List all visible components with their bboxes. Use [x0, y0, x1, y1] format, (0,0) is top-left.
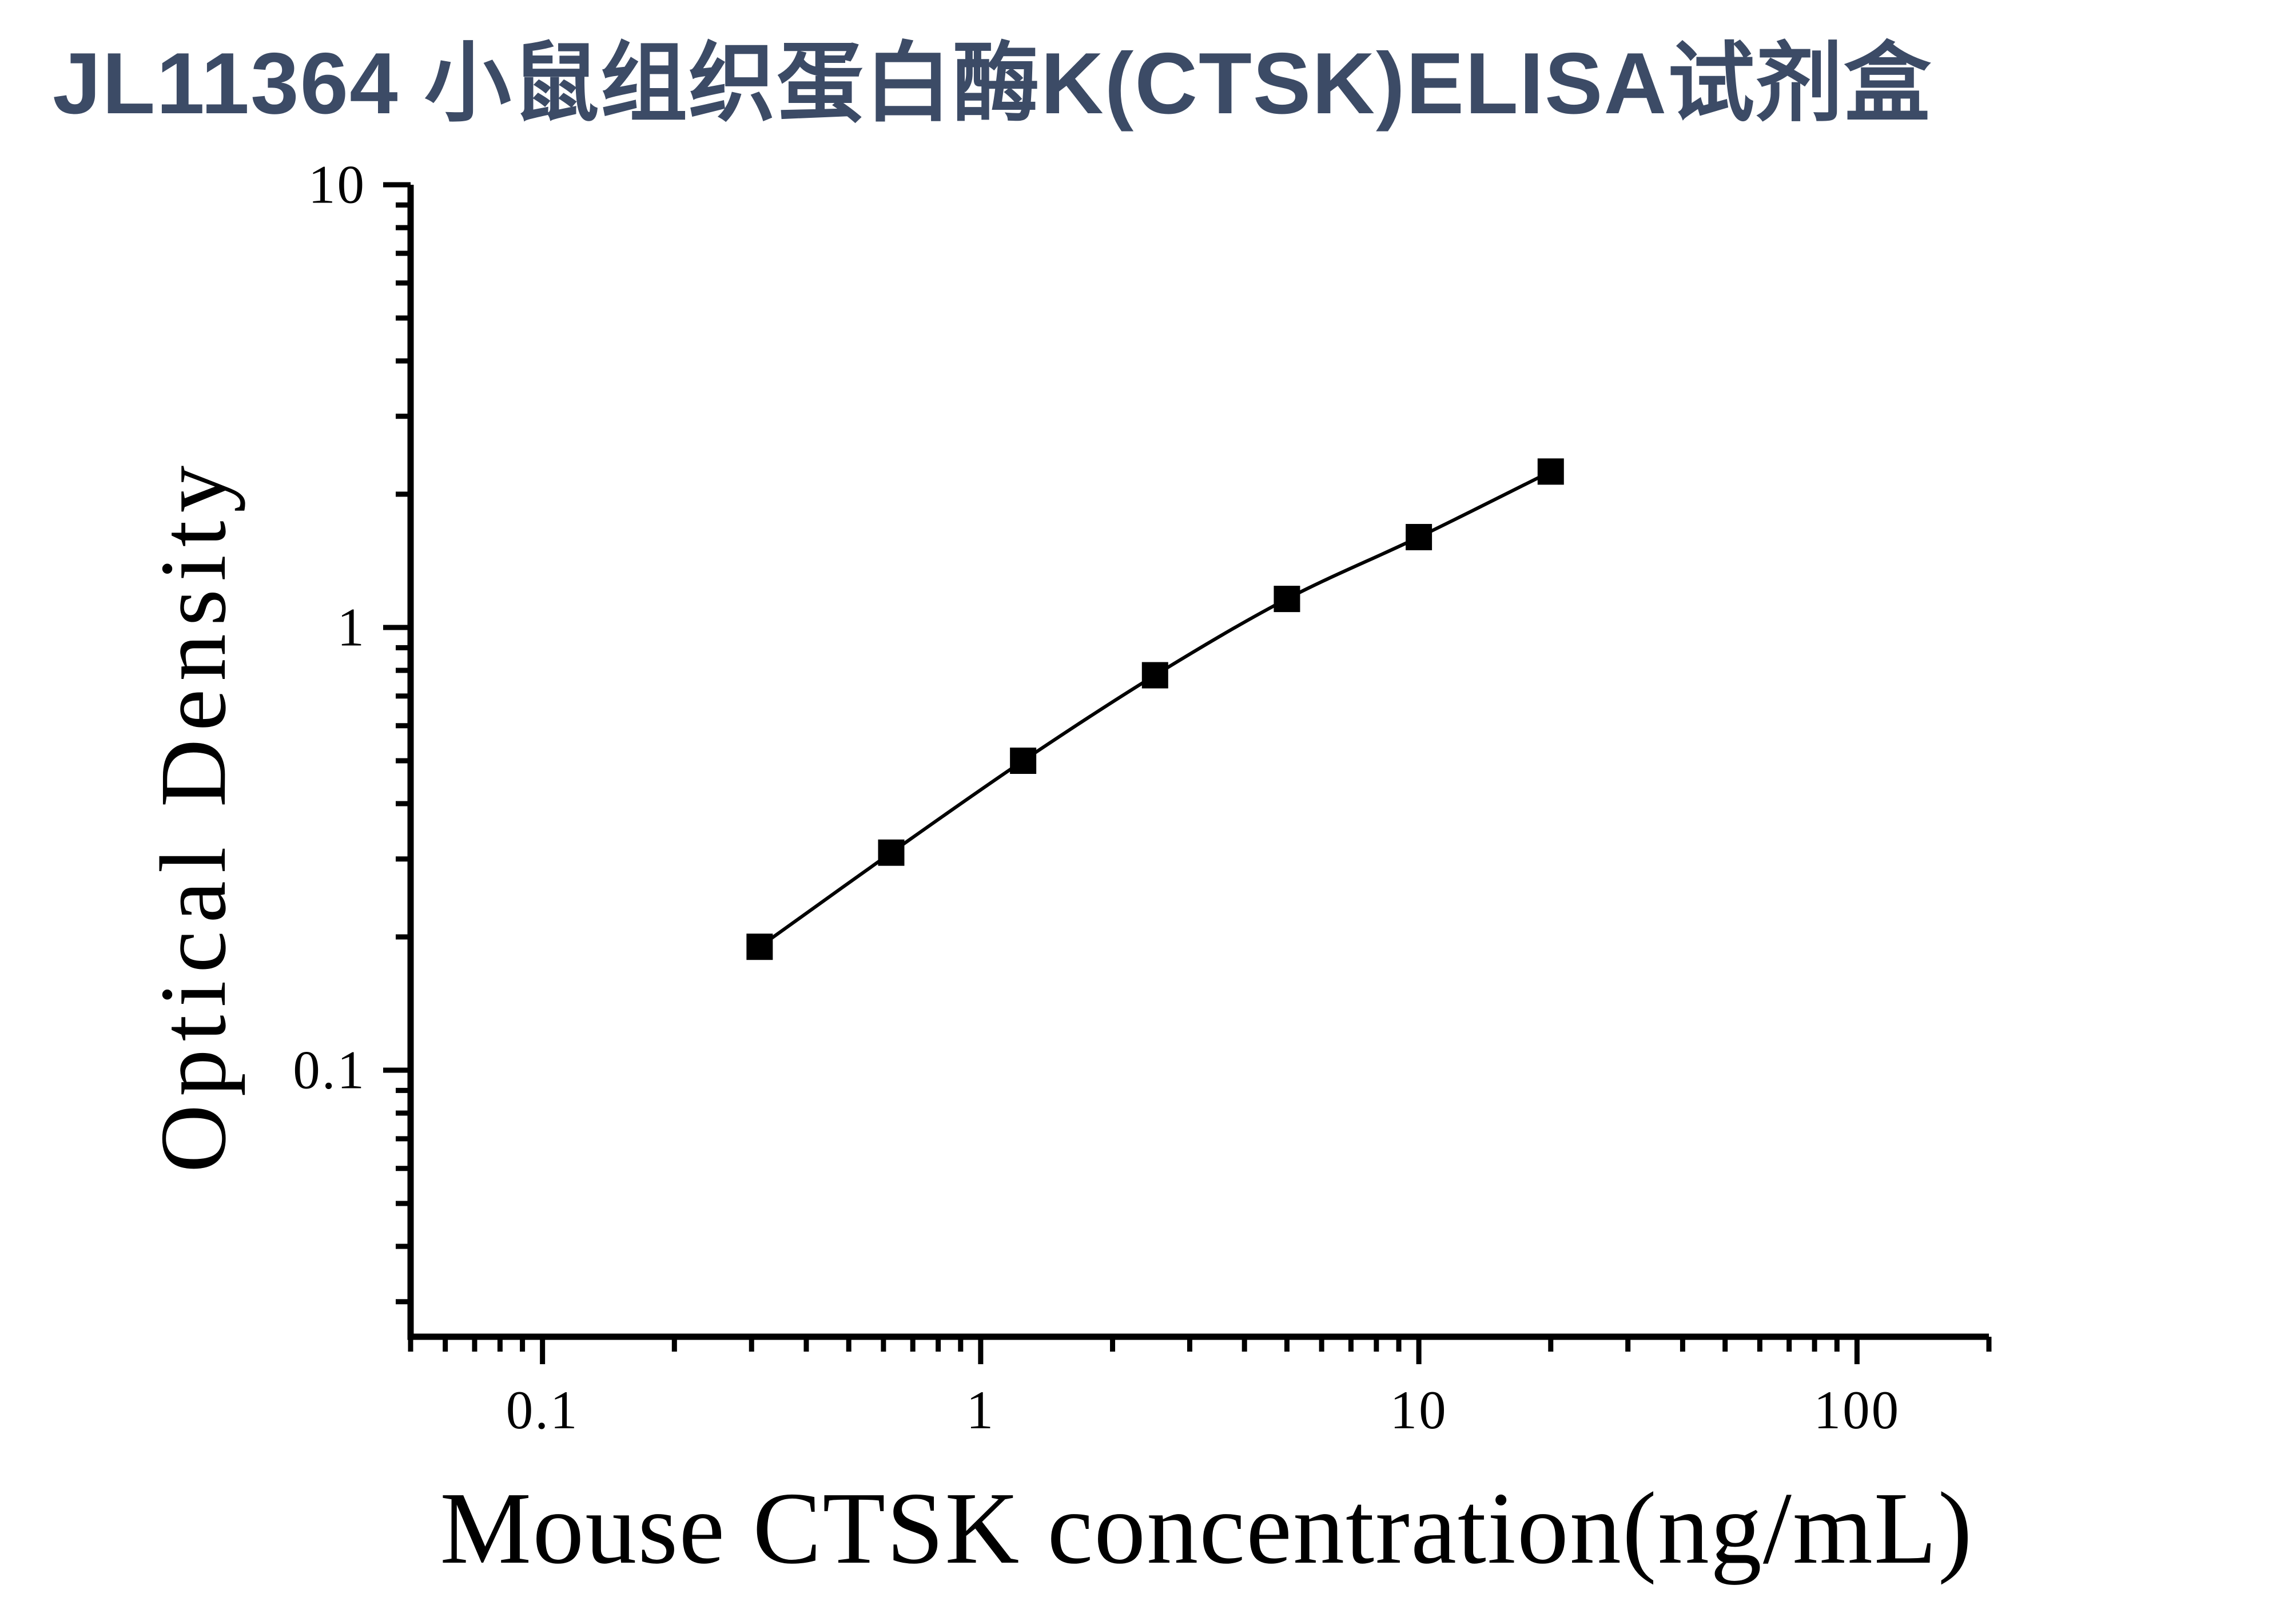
data-point-marker — [1406, 524, 1432, 551]
x-axis-title: Mouse CTSK concentration(ng/mL) — [440, 1471, 1973, 1585]
axes-layer: 0.1 1 10 100 10 1 0.1 — [293, 154, 1992, 1440]
y-tick-label: 1 — [337, 597, 367, 657]
data-series-layer — [746, 458, 1564, 960]
data-point-marker — [1537, 458, 1564, 485]
axis-titles-layer: Mouse CTSK concentration(ng/mL) Optical … — [141, 458, 1973, 1585]
data-point-marker — [1141, 662, 1168, 689]
x-tick-label: 100 — [1814, 1380, 1901, 1440]
y-axis-title: Optical Density — [141, 458, 245, 1173]
data-point-marker — [746, 933, 773, 960]
standard-curve-line — [758, 470, 1552, 948]
x-tick-label: 10 — [1390, 1380, 1448, 1440]
data-point-marker — [1010, 748, 1037, 774]
x-tick-label: 0.1 — [506, 1380, 579, 1440]
page-title: JL11364 小鼠组织蛋白酶K(CTSK)ELISA试剂盒 — [53, 35, 1932, 132]
data-point-marker — [878, 839, 905, 866]
y-tick-label: 0.1 — [293, 1039, 366, 1100]
y-tick-label: 10 — [308, 154, 366, 214]
x-tick-label: 1 — [966, 1380, 996, 1440]
data-point-marker — [1274, 586, 1300, 613]
